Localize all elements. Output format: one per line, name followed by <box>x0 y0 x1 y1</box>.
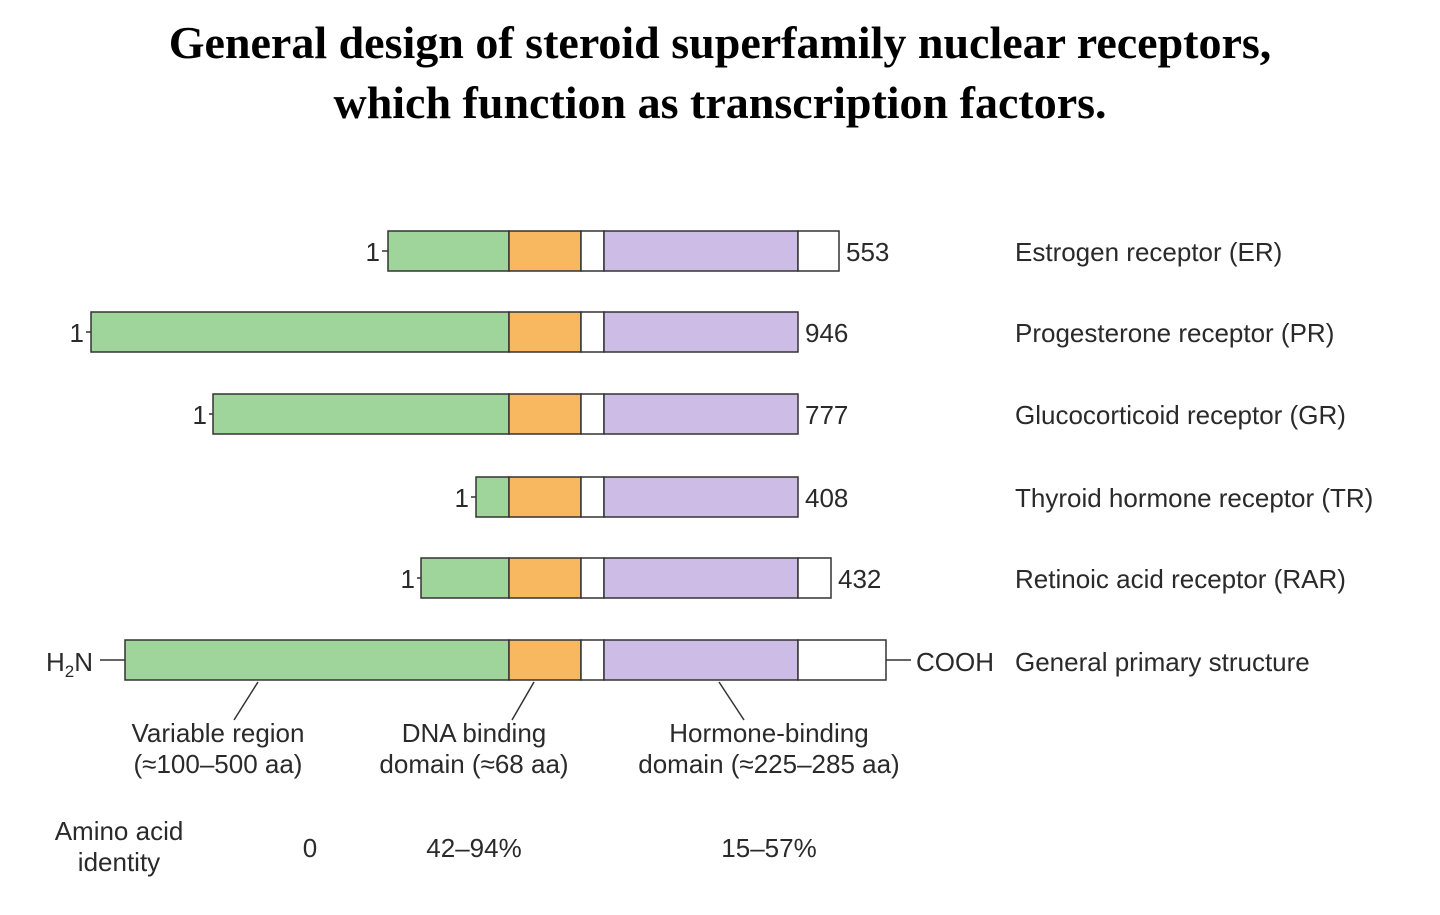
general-structure-row: H2N COOH General primary structure <box>46 639 1310 681</box>
receptor-end-label: 553 <box>846 237 889 267</box>
receptor-row-er: 1 553 Estrogen receptor (ER) <box>366 230 1282 272</box>
hinge-segment <box>580 639 605 681</box>
receptor-end-label: 408 <box>805 483 848 513</box>
receptor-name: Retinoic acid receptor (RAR) <box>1015 564 1346 594</box>
hinge-segment <box>580 557 605 599</box>
diagram-title-line-1: General design of steroid superfamily nu… <box>168 17 1272 68</box>
c-terminus-label: COOH <box>916 647 994 677</box>
dna-binding-segment <box>508 230 582 272</box>
dna-binding-segment <box>508 311 582 353</box>
receptor-name: Estrogen receptor (ER) <box>1015 237 1282 267</box>
svg-text:identity: identity <box>78 847 160 877</box>
svg-text:Hormone-binding: Hormone-binding <box>669 718 868 748</box>
variable-region-segment <box>124 639 510 681</box>
receptor-end-label: 946 <box>805 318 848 348</box>
identity-value-variable: 0 <box>303 833 317 863</box>
domain-label-hormone-binding: Hormone-binding domain (≈225–285 aa) <box>638 718 899 779</box>
receptor-row-tr: 1 408 Thyroid hormone receptor (TR) <box>455 476 1373 518</box>
receptor-row-rar: 1 432 Retinoic acid receptor (RAR) <box>401 557 1346 599</box>
dna-binding-segment <box>508 393 582 435</box>
svg-text:Variable region: Variable region <box>132 718 305 748</box>
hinge-segment <box>580 393 605 435</box>
receptor-name: Glucocorticoid receptor (GR) <box>1015 400 1346 430</box>
hinge-segment <box>580 311 605 353</box>
variable-region-segment <box>212 393 510 435</box>
hormone-binding-leader <box>718 681 745 721</box>
dna-binding-leader <box>511 681 535 721</box>
dna-binding-segment <box>508 639 582 681</box>
receptor-name: Progesterone receptor (PR) <box>1015 318 1334 348</box>
receptor-row-gr: 1 777 Glucocorticoid receptor (GR) <box>193 393 1346 435</box>
receptor-start-label: 1 <box>70 318 84 348</box>
svg-text:Amino acid: Amino acid <box>55 816 184 846</box>
hinge-segment <box>580 230 605 272</box>
identity-value-dna-binding: 42–94% <box>426 833 521 863</box>
variable-region-leader <box>233 681 259 721</box>
c-terminal-segment <box>797 639 887 681</box>
receptor-end-label: 432 <box>838 564 881 594</box>
hormone-binding-segment <box>603 230 799 272</box>
diagram-title-line-2: which function as transcription factors. <box>333 77 1107 128</box>
svg-text:domain (≈225–285 aa): domain (≈225–285 aa) <box>638 749 899 779</box>
svg-text:DNA binding: DNA binding <box>402 718 547 748</box>
variable-region-segment <box>387 230 510 272</box>
hormone-binding-segment <box>603 393 799 435</box>
domain-label-variable: Variable region (≈100–500 aa) <box>132 718 305 779</box>
hormone-binding-segment <box>603 476 799 518</box>
receptor-start-label: 1 <box>401 564 415 594</box>
general-structure-name: General primary structure <box>1015 647 1310 677</box>
svg-text:domain (≈68 aa): domain (≈68 aa) <box>379 749 568 779</box>
receptor-name: Thyroid hormone receptor (TR) <box>1015 483 1373 513</box>
hormone-binding-segment <box>603 311 799 353</box>
receptor-start-label: 1 <box>455 483 469 513</box>
variable-region-segment <box>420 557 510 599</box>
hormone-binding-segment <box>603 557 799 599</box>
domain-label-dna-binding: DNA binding domain (≈68 aa) <box>379 718 568 779</box>
c-terminal-segment <box>797 230 840 272</box>
hinge-segment <box>580 476 605 518</box>
dna-binding-segment <box>508 476 582 518</box>
c-terminal-segment <box>797 557 832 599</box>
amino-acid-identity-label: Amino acid identity <box>55 816 184 877</box>
identity-value-hormone-binding: 15–57% <box>721 833 816 863</box>
svg-text:(≈100–500 aa): (≈100–500 aa) <box>134 749 303 779</box>
receptor-end-label: 777 <box>805 400 848 430</box>
dna-binding-segment <box>508 557 582 599</box>
receptor-start-label: 1 <box>193 400 207 430</box>
hormone-binding-segment <box>603 639 799 681</box>
receptor-row-pr: 1 946 Progesterone receptor (PR) <box>70 311 1334 353</box>
variable-region-segment <box>475 476 510 518</box>
variable-region-segment <box>90 311 510 353</box>
n-terminus-label: H2N <box>46 647 93 681</box>
receptor-start-label: 1 <box>366 237 380 267</box>
